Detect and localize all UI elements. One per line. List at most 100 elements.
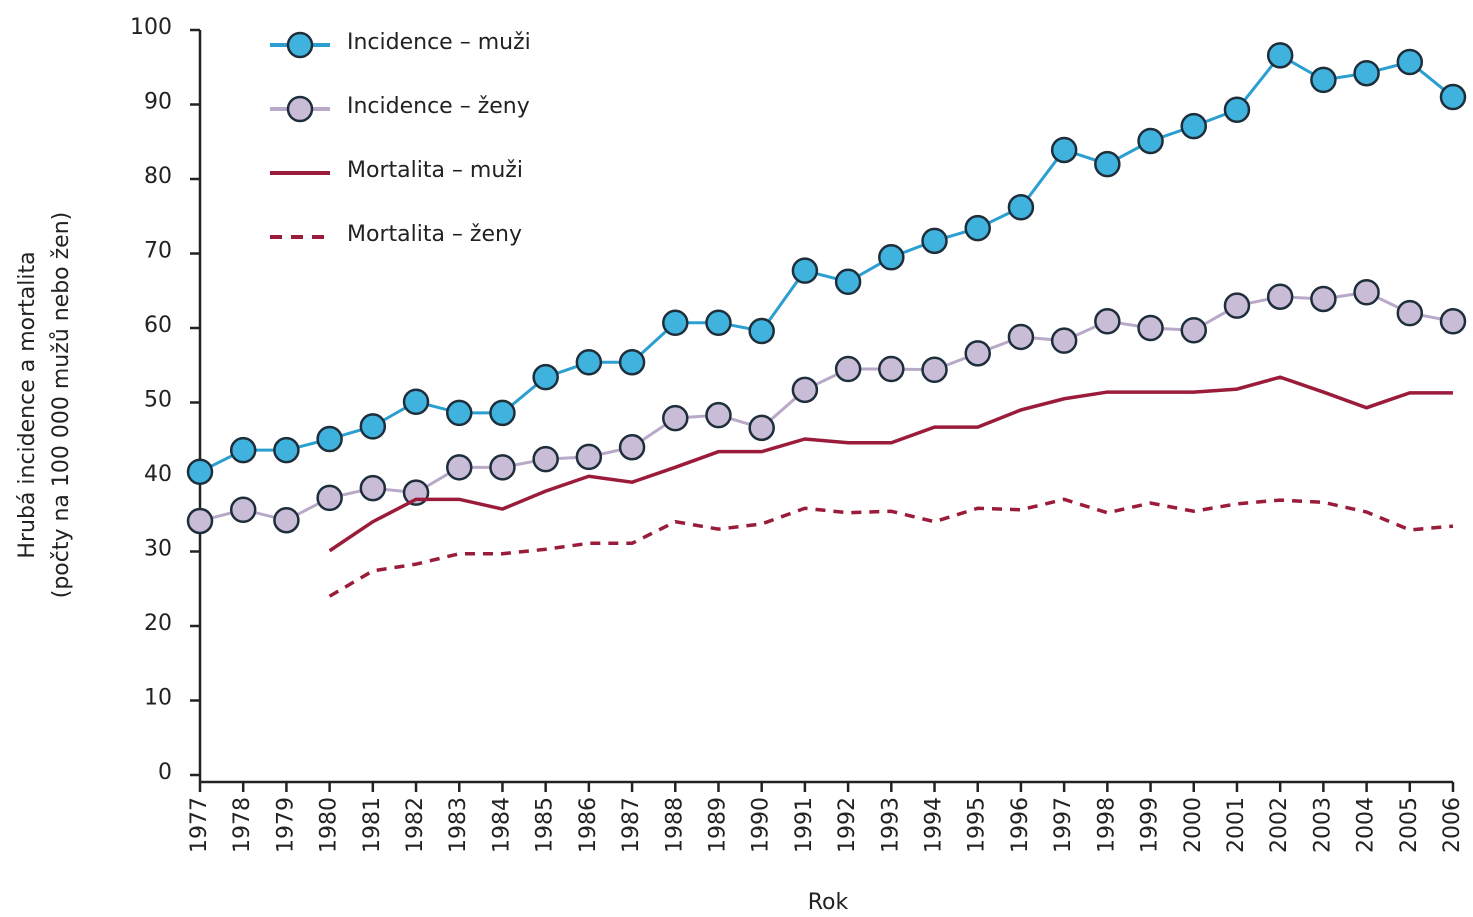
data-point xyxy=(1223,96,1251,123)
data-point xyxy=(402,388,430,416)
data-point xyxy=(1396,299,1424,327)
x-tick-label: 1993 xyxy=(878,797,903,853)
data-point xyxy=(921,227,948,255)
data-point xyxy=(359,474,387,502)
x-tick-label: 2003 xyxy=(1310,797,1335,853)
x-tick-label: 1980 xyxy=(317,797,342,853)
data-point xyxy=(1223,292,1251,319)
x-tick-label: 1996 xyxy=(1008,797,1033,853)
data-point xyxy=(186,507,214,535)
y-tick-label: 30 xyxy=(144,537,172,562)
data-point xyxy=(878,355,905,383)
data-point xyxy=(791,376,819,404)
data-point xyxy=(1353,59,1380,87)
x-tick-label: 1999 xyxy=(1138,797,1163,853)
x-tick-label: 1978 xyxy=(230,797,255,853)
data-point xyxy=(1050,327,1078,354)
data-point xyxy=(1050,136,1078,164)
y-tick-label: 10 xyxy=(144,686,172,711)
x-tick-label: 1992 xyxy=(835,797,860,853)
x-tick-label: 1982 xyxy=(403,797,428,853)
data-point xyxy=(921,356,948,383)
data-point xyxy=(229,496,257,524)
data-point xyxy=(229,436,257,464)
x-tick-label: 2001 xyxy=(1224,797,1249,853)
x-tick-label: 1977 xyxy=(187,797,212,853)
y-tick-label: 20 xyxy=(144,611,172,636)
x-tick-label: 1997 xyxy=(1051,797,1076,853)
data-point xyxy=(1266,283,1294,310)
data-point xyxy=(834,355,862,383)
data-point xyxy=(575,349,603,376)
data-point xyxy=(1094,150,1121,178)
data-point xyxy=(316,484,343,512)
x-tick-label: 1981 xyxy=(360,797,385,853)
y-tick-label: 60 xyxy=(144,313,172,338)
y-tick-label: 50 xyxy=(144,388,172,413)
data-point xyxy=(1266,42,1294,69)
data-point xyxy=(1007,194,1035,221)
x-tick-label: 1990 xyxy=(749,797,774,853)
x-tick-label: 1991 xyxy=(792,797,817,853)
x-tick-label: 1987 xyxy=(619,797,644,853)
y-tick-label: 100 xyxy=(130,15,172,40)
data-point xyxy=(1007,323,1035,351)
series-line xyxy=(199,290,1454,523)
data-point xyxy=(748,414,775,442)
data-point xyxy=(575,443,603,471)
data-point xyxy=(618,349,646,376)
legend-marker xyxy=(286,31,314,59)
data-point xyxy=(618,433,646,461)
data-point xyxy=(359,413,387,440)
x-tick-label: 2004 xyxy=(1354,797,1379,853)
data-point xyxy=(316,425,343,453)
data-point xyxy=(705,401,732,429)
legend-label: Incidence – ženy xyxy=(347,94,530,119)
legend-label: Mortalita – ženy xyxy=(347,222,522,247)
data-point xyxy=(186,458,214,486)
x-tick-label: 2005 xyxy=(1397,797,1422,853)
data-point xyxy=(532,363,559,391)
y-tick-label: 80 xyxy=(144,164,172,189)
x-axis-label: Rok xyxy=(808,890,849,915)
data-point xyxy=(1310,66,1337,94)
data-point xyxy=(705,309,732,337)
x-tick-label: 1985 xyxy=(533,797,558,853)
y-tick-label: 70 xyxy=(144,239,172,264)
legend-marker xyxy=(286,95,314,123)
x-tick-label: 2006 xyxy=(1440,797,1465,853)
data-point xyxy=(878,243,905,271)
legend-label: Mortalita – muži xyxy=(347,158,523,183)
y-axis-label: (počty na 100 000 mužů nebo žen) xyxy=(49,212,74,599)
data-point xyxy=(1310,285,1337,313)
data-point xyxy=(489,399,516,427)
data-point xyxy=(1180,112,1208,140)
x-tick-label: 1989 xyxy=(705,797,730,853)
y-axis-label: Hrubá incidence a mortalita xyxy=(15,251,40,558)
data-point xyxy=(662,309,689,337)
x-tick-label: 1983 xyxy=(446,797,471,853)
data-point xyxy=(273,436,300,464)
data-point xyxy=(1137,127,1164,155)
data-point xyxy=(662,404,689,432)
data-point xyxy=(532,445,559,473)
y-tick-label: 40 xyxy=(144,462,172,487)
data-point xyxy=(964,340,991,367)
data-point xyxy=(1439,308,1467,335)
data-point xyxy=(964,214,991,242)
series-line xyxy=(328,497,1454,598)
data-point xyxy=(834,268,862,296)
x-tick-label: 2002 xyxy=(1267,797,1292,853)
data-point xyxy=(1180,316,1208,344)
data-point xyxy=(445,454,473,481)
x-tick-label: 1995 xyxy=(965,797,990,853)
series-line xyxy=(328,375,1453,553)
legend-label: Incidence – muži xyxy=(347,30,531,55)
data-point xyxy=(1094,308,1121,335)
x-tick-label: 1986 xyxy=(576,797,601,853)
data-point xyxy=(1396,48,1424,76)
x-tick-label: 1979 xyxy=(273,797,298,853)
data-point xyxy=(1137,314,1164,342)
x-tick-label: 1984 xyxy=(489,797,514,853)
data-point xyxy=(445,399,473,427)
